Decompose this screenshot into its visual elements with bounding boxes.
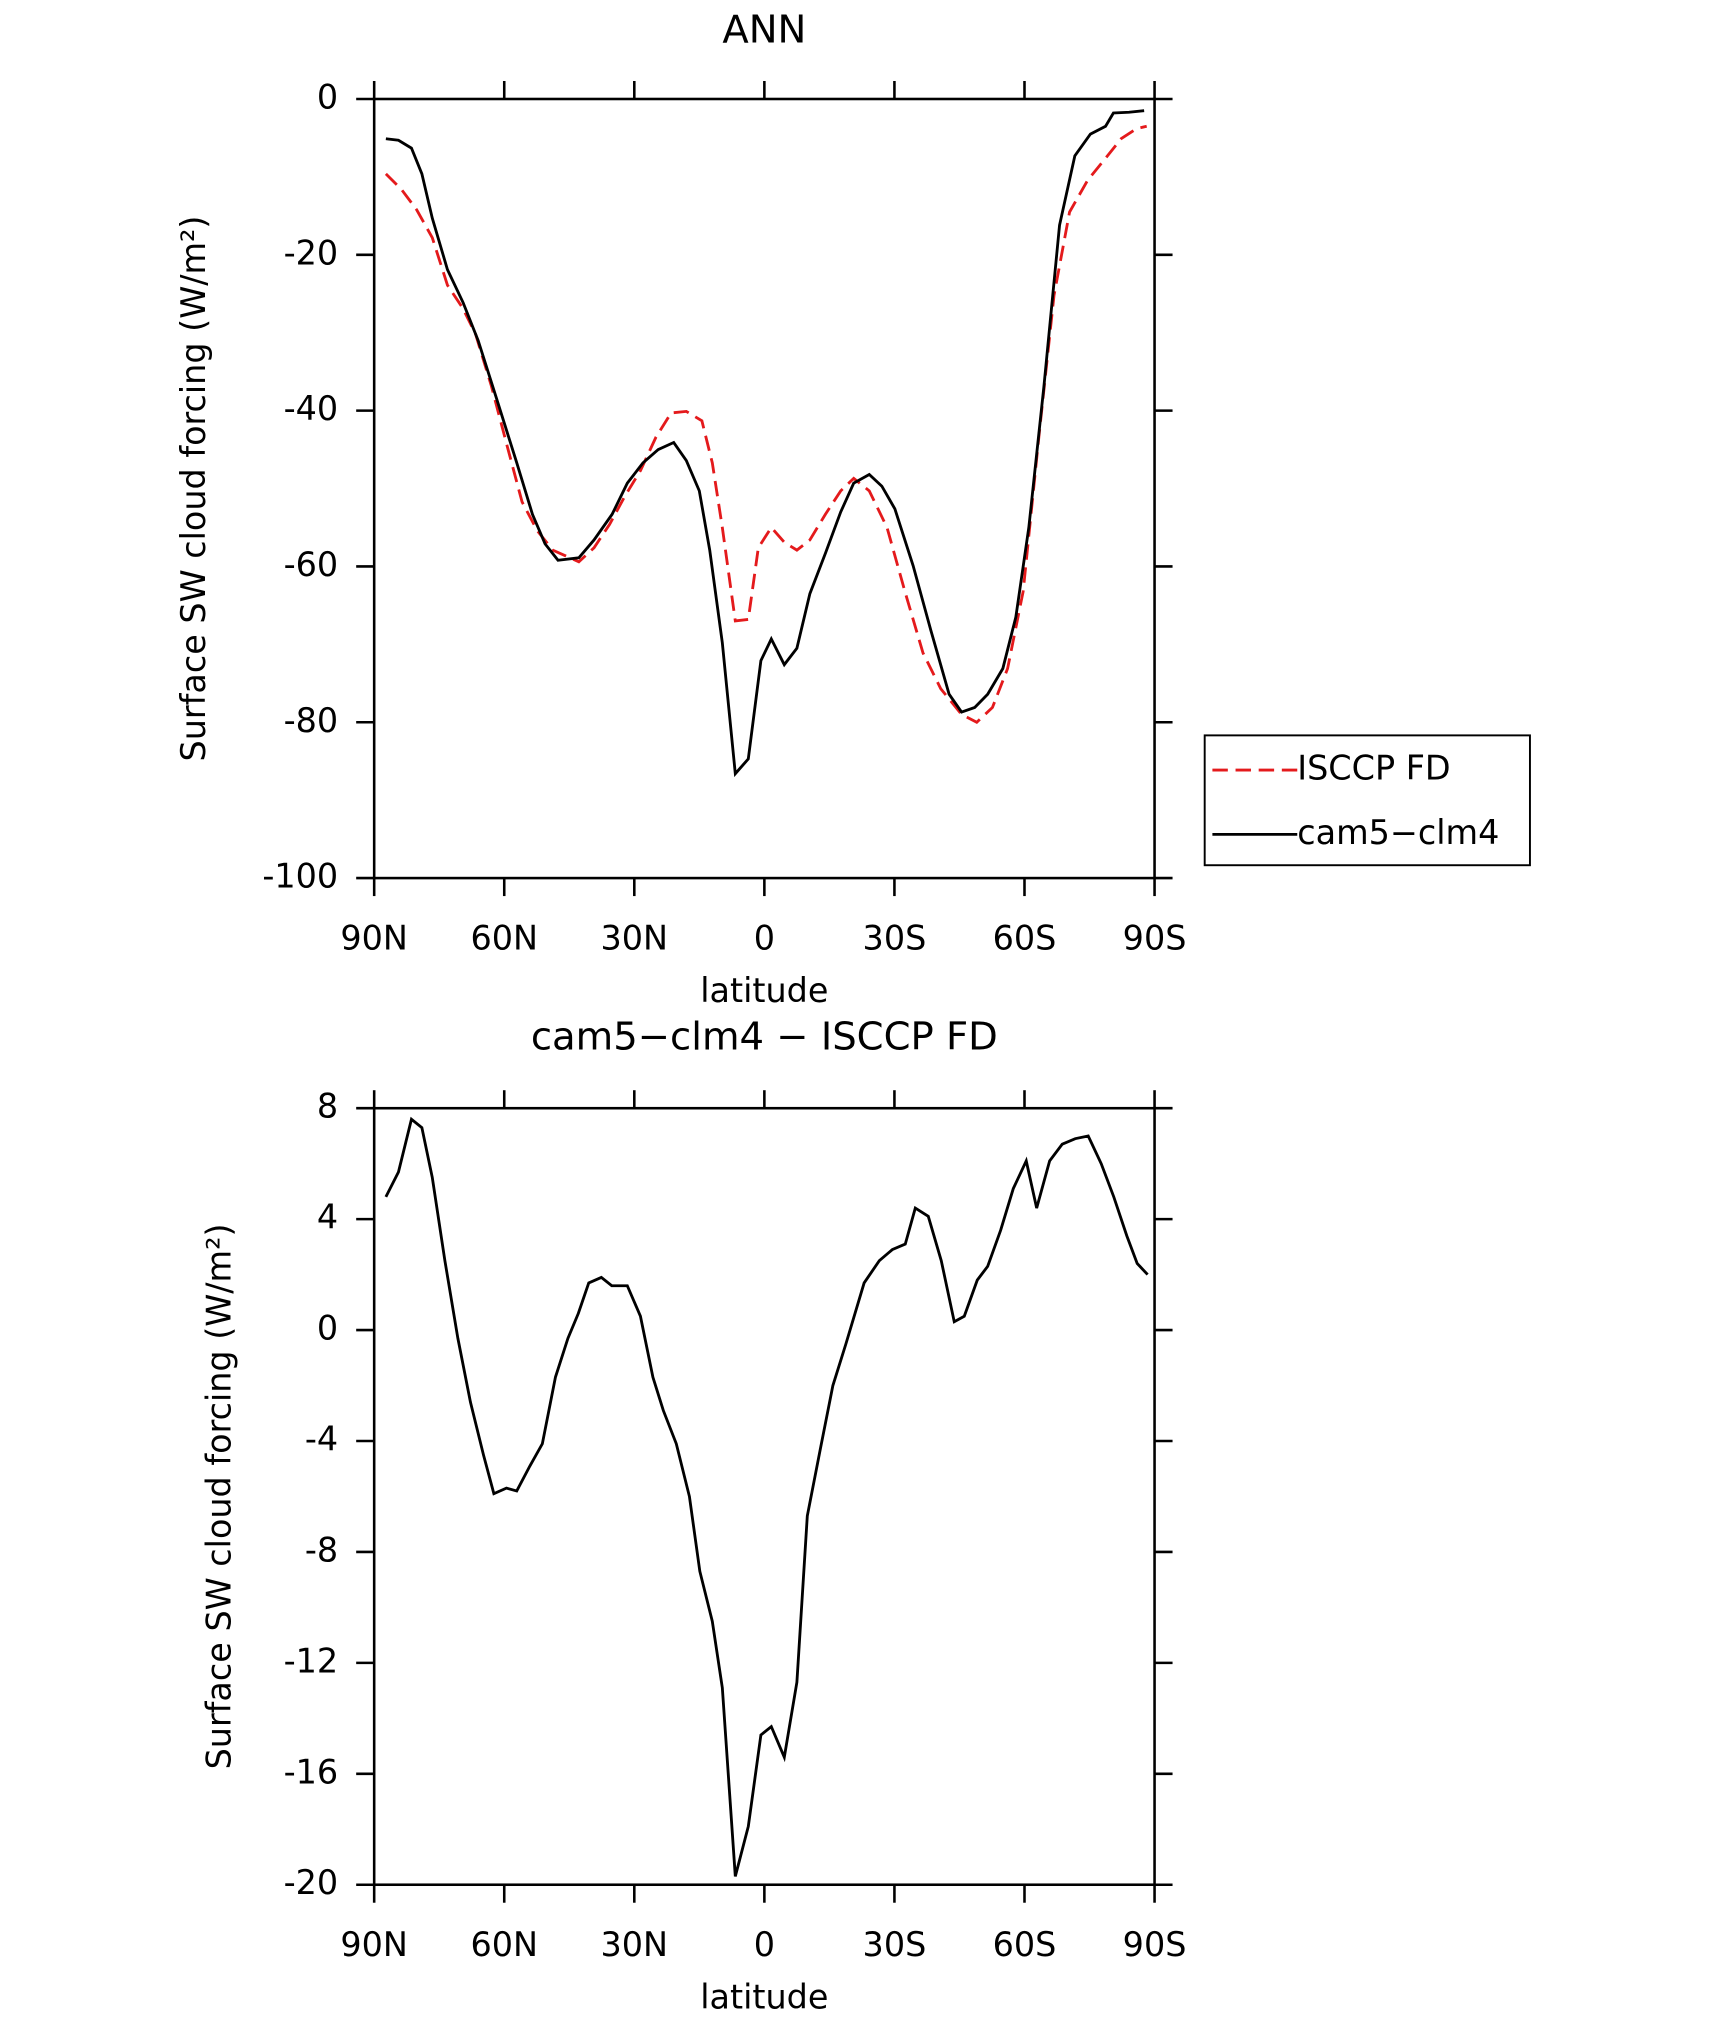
x-tick-label: 30N [601, 1925, 669, 1964]
x-tick-label: 60S [993, 1925, 1057, 1964]
y-axis-label: Surface SW cloud forcing (W/m²) [174, 216, 213, 762]
legend-label: cam5−clm4 [1297, 813, 1499, 852]
x-tick-label: 60N [470, 918, 538, 957]
x-tick-label: 30S [863, 918, 927, 957]
data-line [384, 124, 1148, 724]
x-tick-label: 90S [1123, 1925, 1187, 1964]
x-tick-label: 90N [340, 1925, 408, 1964]
y-tick-label: 4 [317, 1198, 338, 1237]
y-tick-label: -60 [284, 545, 339, 584]
x-tick-label: 0 [754, 1925, 775, 1964]
y-tick-label: 0 [317, 1309, 338, 1348]
data-line [385, 109, 1145, 778]
x-tick-label: 0 [754, 918, 775, 957]
x-tick-label: 90N [340, 918, 408, 957]
x-tick-label: 30S [863, 1925, 927, 1964]
legend-label: ISCCP FD [1297, 749, 1450, 788]
y-tick-label: 8 [317, 1087, 338, 1126]
x-axis-label: latitude [700, 1978, 828, 2017]
x-tick-label: 90S [1123, 918, 1187, 957]
y-tick-label: -80 [284, 701, 339, 740]
plot-frame [372, 97, 1156, 880]
plot-frame [372, 1106, 1156, 1887]
y-tick-label: -100 [262, 857, 338, 896]
y-tick-label: 0 [317, 77, 338, 116]
y-tick-label: -16 [284, 1752, 339, 1791]
y-tick-label: -20 [284, 233, 339, 272]
legend-box [1203, 734, 1531, 867]
y-tick-label: -4 [305, 1420, 338, 1459]
data-line [384, 1116, 1149, 1877]
x-tick-label: 60S [993, 918, 1057, 957]
y-tick-label: -40 [284, 389, 339, 428]
y-tick-label: -8 [305, 1530, 338, 1569]
chart-title: cam5−clm4 − ISCCP FD [531, 1014, 998, 1059]
x-axis-label: latitude [700, 971, 828, 1010]
y-tick-label: -12 [284, 1641, 339, 1680]
x-tick-label: 60N [470, 1925, 538, 1964]
x-tick-label: 30N [601, 918, 669, 957]
y-tick-label: -20 [284, 1863, 339, 1902]
chart-title: ANN [722, 8, 806, 53]
y-axis-label: Surface SW cloud forcing (W/m²) [200, 1223, 239, 1769]
